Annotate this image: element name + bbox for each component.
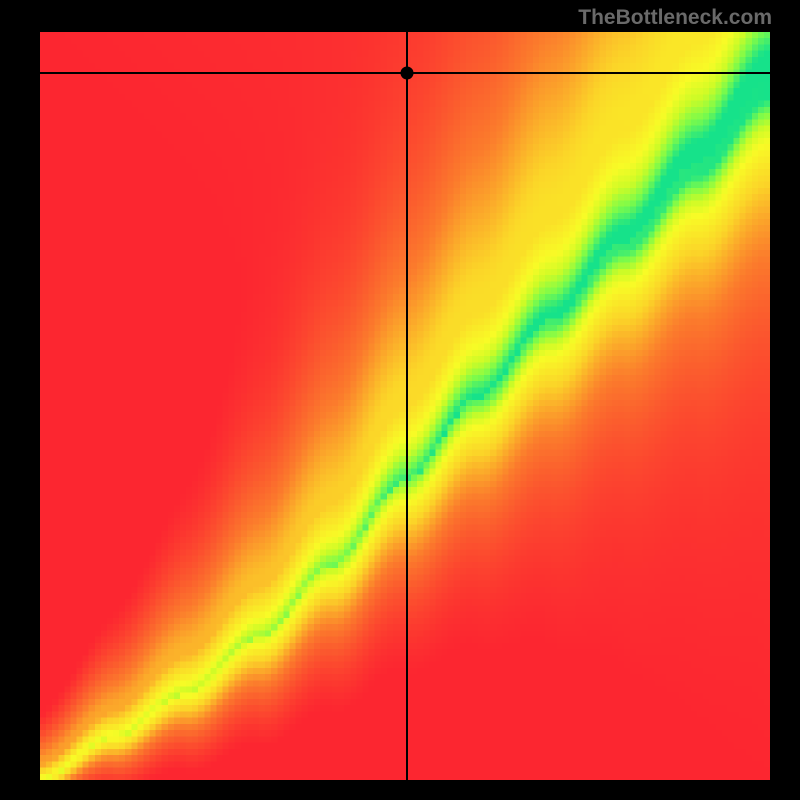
- crosshair-vertical: [406, 32, 407, 780]
- crosshair-marker: [401, 67, 414, 80]
- heatmap-canvas: [40, 32, 770, 780]
- watermark-text: TheBottleneck.com: [578, 6, 772, 30]
- plot-area: [40, 32, 770, 780]
